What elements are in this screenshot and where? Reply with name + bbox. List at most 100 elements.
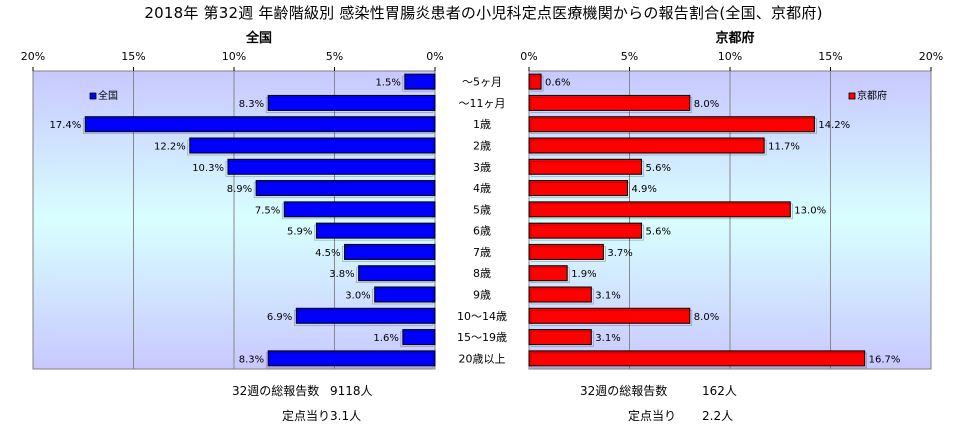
kyoto-bar: [528, 286, 592, 303]
kyoto-total-value: 162人: [702, 384, 737, 398]
kyoto-bar: [528, 222, 643, 239]
kyoto-total-label: 32週の総報告数: [580, 384, 668, 398]
kyoto-data-label: 3.7%: [607, 248, 632, 259]
kyoto-data-label: 4.9%: [631, 184, 656, 195]
national-bar-shadow: [187, 139, 434, 156]
kyoto-bar: [528, 307, 691, 324]
kyoto-bar-shadow: [530, 331, 594, 347]
kyoto-data-label: 1.9%: [571, 269, 596, 280]
national-tick-label: 0%: [426, 50, 443, 63]
national-bar: [344, 243, 436, 260]
category-label: 1歳: [473, 118, 491, 131]
national-per-label: 定点当り: [282, 409, 331, 423]
national-bar: [404, 73, 436, 90]
kyoto-panel-title: 京都府: [715, 30, 754, 46]
national-data-label: 7.5%: [255, 205, 280, 216]
category-label: 2歳: [473, 140, 491, 153]
category-label: ～11ヶ月: [459, 97, 506, 110]
kyoto-bar-shadow: [530, 139, 767, 156]
chart-title: 2018年 第32週 年齢階級別 感染性胃腸炎患者の小児科定点医療機関からの報告…: [144, 4, 823, 22]
national-bar-shadow: [342, 246, 434, 262]
national-data-label: 8.3%: [239, 354, 264, 365]
national-bar-shadow: [400, 331, 434, 347]
national-data-label: 12.2%: [154, 142, 186, 153]
category-label: 5歳: [473, 203, 491, 216]
kyoto-tick-label: 15%: [818, 50, 842, 63]
national-bar: [267, 94, 436, 111]
kyoto-data-label: 8.0%: [694, 312, 719, 323]
category-label: 7歳: [473, 246, 491, 259]
kyoto-per-value: 2.2人: [702, 409, 734, 423]
national-bar: [402, 329, 436, 346]
national-bar: [267, 350, 436, 367]
category-label: 6歳: [473, 225, 491, 238]
kyoto-bar-shadow: [530, 246, 606, 262]
national-data-label: 4.5%: [315, 248, 340, 259]
kyoto-tick-label: 5%: [621, 50, 638, 63]
national-bar: [374, 286, 436, 303]
kyoto-tick-label: 20%: [919, 50, 943, 63]
kyoto-bar-shadow: [530, 203, 793, 220]
category-label: ～5ヶ月: [462, 76, 502, 89]
national-data-label: 3.8%: [329, 269, 354, 280]
national-bar: [295, 307, 436, 324]
kyoto-bar: [528, 265, 568, 282]
kyoto-bar: [528, 137, 765, 154]
kyoto-bar: [528, 329, 592, 346]
kyoto-bar-shadow: [530, 97, 693, 113]
national-bar-shadow: [372, 288, 434, 305]
national-data-label: 8.9%: [227, 184, 252, 195]
kyoto-bar: [528, 201, 791, 218]
national-bar: [255, 180, 436, 197]
kyoto-tick-label: 0%: [520, 50, 537, 63]
kyoto-legend-swatch: [848, 92, 856, 100]
national-bar-shadow: [82, 118, 434, 135]
category-label: 8歳: [473, 267, 491, 280]
kyoto-bar-shadow: [530, 288, 594, 305]
national-data-label: 6.9%: [267, 312, 292, 323]
national-bar-shadow: [281, 203, 434, 220]
kyoto-bar-shadow: [530, 75, 544, 92]
national-bar: [315, 222, 436, 239]
category-label: 4歳: [473, 182, 491, 195]
national-panel-title: 全国: [245, 30, 272, 46]
category-label: 9歳: [473, 289, 491, 302]
national-bar-shadow: [402, 75, 434, 92]
kyoto-bar: [528, 94, 691, 111]
national-total-value: 9118人: [330, 384, 373, 398]
national-bar: [189, 137, 436, 154]
national-legend-swatch: [89, 92, 97, 100]
kyoto-data-label: 13.0%: [794, 205, 826, 216]
kyoto-bar: [528, 350, 866, 367]
category-label: 3歳: [473, 161, 491, 174]
national-data-label: 8.3%: [239, 99, 264, 110]
national-bar: [84, 116, 436, 133]
kyoto-per-label: 定点当り: [628, 409, 677, 423]
kyoto-bar-shadow: [530, 182, 630, 198]
kyoto-bar-shadow: [530, 352, 867, 369]
kyoto-bar: [528, 243, 604, 260]
national-data-label: 10.3%: [192, 163, 224, 174]
national-data-label: 17.4%: [49, 120, 81, 131]
kyoto-data-label: 16.7%: [869, 354, 901, 365]
national-tick-label: 10%: [222, 50, 246, 63]
national-bar: [358, 265, 436, 282]
national-tick-label: 20%: [21, 50, 45, 63]
national-data-label: 1.6%: [373, 333, 398, 344]
national-bar-shadow: [225, 160, 434, 177]
national-bar: [227, 158, 436, 175]
national-data-label: 1.5%: [375, 78, 400, 89]
kyoto-bar-shadow: [530, 309, 693, 326]
kyoto-data-label: 11.7%: [768, 142, 800, 153]
kyoto-bar: [528, 73, 542, 90]
national-bar-shadow: [253, 182, 434, 198]
kyoto-data-label: 3.1%: [595, 291, 620, 302]
kyoto-data-label: 14.2%: [818, 120, 850, 131]
category-label: 15～19歳: [457, 331, 507, 344]
national-bar-shadow: [294, 309, 434, 326]
national-bar-shadow: [356, 267, 434, 284]
kyoto-bar: [528, 116, 815, 133]
national-bar: [283, 201, 436, 218]
national-total-label: 32週の総報告数: [232, 384, 320, 398]
kyoto-bar-shadow: [530, 160, 644, 177]
